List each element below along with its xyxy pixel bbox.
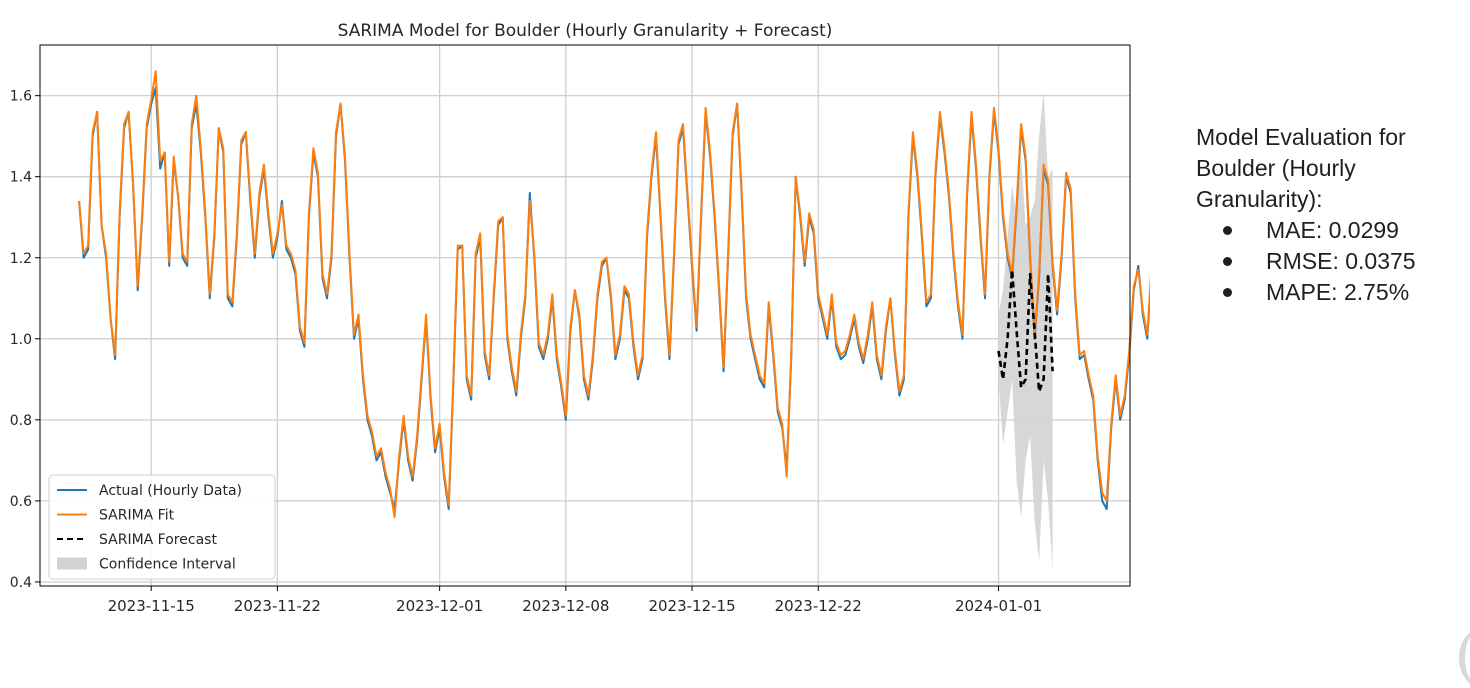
y-tick-label: 1.4 [10,170,32,186]
legend-label: SARIMA Forecast [99,532,217,548]
legend-label: Confidence Interval [99,557,236,573]
metric-item-mae: MAE: 0.0299 [1196,215,1468,246]
confidence-band-layer [998,91,1053,570]
bullet-icon [1223,226,1232,235]
legend-box [48,474,276,580]
metric-rmse: RMSE: 0.0375 [1266,248,1416,274]
model-evaluation-panel: Model Evaluation for Boulder (Hourly Gra… [1196,122,1468,308]
metric-mape: MAPE: 2.75% [1266,279,1410,305]
sarima-chart: SARIMA Model for Boulder (Hourly Granula… [10,21,1150,615]
y-tick-label: 1.6 [10,89,32,105]
chart-title: SARIMA Model for Boulder (Hourly Granula… [338,21,833,41]
x-tick-label: 2023-12-15 [648,597,735,615]
x-tick-label: 2023-11-15 [108,597,195,615]
x-tick-label: 2023-12-08 [522,597,609,615]
y-axis: 0.4 0.6 0.8 1.0 1.2 1.4 1.6 [10,89,40,591]
y-tick-label: 1.0 [10,332,32,348]
metric-mae: MAE: 0.0299 [1266,217,1399,243]
x-tick-label: 2023-11-22 [234,597,321,615]
x-tick-label: 2023-12-22 [775,597,862,615]
bullet-icon [1223,288,1232,297]
metric-item-mape: MAPE: 2.75% [1196,277,1468,308]
actual-hourly-data-line [78,86,1150,510]
metric-item-rmse: RMSE: 0.0375 [1196,246,1468,277]
y-tick-label: 0.4 [10,575,32,591]
legend-label: SARIMA Fit [99,508,175,524]
series-lines-layer [78,70,1150,519]
corner-decoration [1459,628,1470,688]
sarima-forecast-line [997,268,1054,393]
legend-label: Actual (Hourly Data) [99,483,242,499]
y-tick-label: 1.2 [10,251,32,267]
legend: Actual (Hourly Data) SARIMA Fit SARIMA For… [48,474,276,580]
x-tick-label: 2024-01-01 [955,597,1042,615]
y-tick-label: 0.8 [10,413,32,429]
legend-swatch-confidence-interval [57,557,87,570]
confidence-interval-band [998,91,1053,570]
sarima-fit-line [78,70,1150,519]
plot-frame [39,44,1131,587]
y-tick-label: 0.6 [10,494,32,510]
x-axis: 2023-11-15 2023-11-22 2023-12-01 2023-12-08… [108,586,1042,615]
metrics-list: MAE: 0.0299 RMSE: 0.0375 MAPE: 2.75% [1196,215,1468,308]
evaluation-heading: Model Evaluation for Boulder (Hourly Gra… [1196,124,1406,212]
x-tick-label: 2023-12-01 [396,597,483,615]
bullet-icon [1223,257,1232,266]
